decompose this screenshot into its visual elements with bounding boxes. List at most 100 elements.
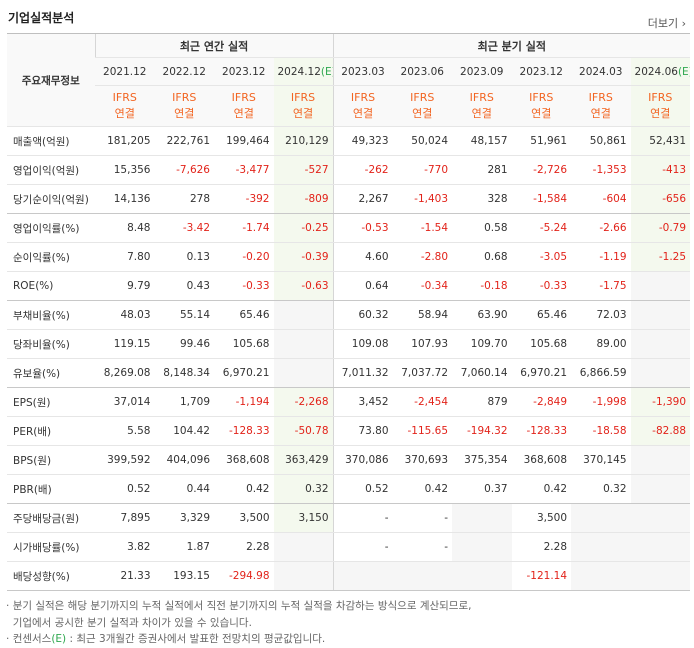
value-cell: 37,014 [95,387,155,417]
value-cell: -1,584 [511,184,572,214]
data-row: ROE(%) 9.79 0.43 -0.33 -0.63 0.64 -0.34 -0.18 -0… [7,271,691,301]
value-cell: 404,096 [154,445,214,475]
value-cell: 0.32 [273,474,334,504]
value-cell: 6,866.59 [571,358,631,388]
value-cell: 104.42 [154,416,214,446]
standard-header: IFRS 연결 [630,85,691,127]
standard-scope: 연결 [352,107,374,120]
value-cell: 50,861 [571,126,631,156]
standard-basis: IFRS [231,91,256,104]
value-cell: -3,477 [214,155,274,185]
data-row: BPS(원) 399,592 404,096 368,608 363,429 370,08… [7,445,691,475]
value-cell: 328 [452,184,512,214]
value-cell: -7,626 [154,155,214,185]
table-body: 매출액(억원) 181,205 222,761 199,464 210,129 49,32… [7,126,691,591]
value-cell: 8.48 [95,213,155,243]
period-date: 2024.12 [277,65,321,78]
value-cell: -3.05 [511,242,572,272]
more-text[interactable]: 더보기 [647,17,679,30]
standard-basis: IFRS [290,91,316,104]
group-header: 최근 분기 실적 [332,33,691,58]
value-cell: 0.68 [452,242,512,272]
row-label: 부채비율(%) [7,300,95,330]
standard-basis: IFRS [350,91,376,104]
row-label: BPS(원) [7,445,95,475]
more-link[interactable]: 더보기 › [647,17,686,30]
period-date: 2023.06 [400,65,444,78]
group-header: 최근 연간 실적 [94,33,334,58]
value-cell: -770 [392,155,453,185]
value-cell: -194.32 [452,416,512,446]
value-cell: -1.74 [214,213,274,243]
value-cell: -3.42 [154,213,214,243]
value-cell: 4.60 [332,242,393,272]
footnote-text: 분기 실적은 해당 분기까지의 누적 실적에서 직전 분기까지의 누적 실적을 … [12,600,472,612]
data-row: 매출액(억원) 181,205 222,761 199,464 210,129 49,32… [7,126,691,156]
footnote-text: : 최근 3개월간 증권사에서 발표한 전망치의 평균값입니다. [66,633,326,645]
empty-cell [273,300,334,330]
empty-cell [630,503,691,533]
standard-scope: 연결 [650,107,671,120]
value-cell: 0.43 [154,271,214,301]
period-date: 2023.09 [460,65,504,78]
value-cell: 8,148.34 [154,358,214,388]
value-cell: 50,024 [392,126,453,156]
value-cell: 199,464 [214,126,274,156]
value-cell: 65.46 [511,300,572,330]
empty-cell [273,329,334,359]
section-title: 기업실적분석 [8,11,75,25]
value-cell: -0.18 [452,271,512,301]
value-cell: 109.70 [452,329,512,359]
value-cell: 107.93 [392,329,453,359]
value-cell: - [392,532,453,562]
value-cell: -604 [571,184,631,214]
period-date: 2021.12 [103,65,147,78]
period-date: 2024.03 [579,65,623,78]
row-label: ROE(%) [7,271,95,301]
empty-cell [392,561,453,591]
standard-scope: 연결 [233,107,254,120]
value-cell: 63.90 [452,300,512,330]
value-cell: 210,129 [273,126,334,156]
value-cell: 58.94 [392,300,453,330]
period-date: 2023.12 [222,65,266,78]
empty-cell [273,358,334,388]
period-header: 2023.12 [511,57,572,86]
standard-scope: 연결 [471,107,492,120]
value-cell: -18.58 [571,416,631,446]
period-header: 2022.12 [154,57,214,86]
value-cell: -1.54 [392,213,453,243]
standard-basis: IFRS [529,91,554,104]
row-label: 영업이익률(%) [7,213,95,243]
data-row: 시가배당률(%) 3.82 1.87 2.28- -2.28 [7,532,691,562]
estimate-mark: (E) [677,65,690,78]
empty-cell [630,329,691,359]
value-cell: -2.80 [392,242,453,272]
estimate-mark: (E) [320,65,333,78]
row-label: 시가배당률(%) [7,532,95,562]
value-cell: 278 [154,184,214,214]
value-cell: -0.53 [332,213,393,243]
standard-header: IFRS 연결 [511,85,572,127]
value-cell: 105.68 [214,329,274,359]
value-cell: -1.75 [571,271,631,301]
standard-header: IFRS 연결 [154,85,214,127]
value-cell: -0.25 [273,213,334,243]
value-cell: 14,136 [95,184,155,214]
standard-scope: 연결 [114,107,135,120]
data-row: PBR(배) 0.52 0.44 0.42 0.32 0.52 0.42 0.37 0.42 0.… [7,474,691,504]
value-cell: -5.24 [511,213,572,243]
value-cell: 0.44 [154,474,214,504]
standard-header: IFRS 연결 [214,85,274,127]
period-header: 2024.03 [571,57,631,86]
period-header: 2024.06(E) [630,57,691,86]
value-cell: 72.03 [571,300,631,330]
row-label: 순이익률(%) [7,242,95,272]
estimate-mark: (E) [51,633,67,645]
empty-cell [630,300,691,330]
value-cell: 0.52 [332,474,393,504]
standard-header: IFRS 연결 [332,85,393,127]
value-cell: -392 [214,184,274,214]
value-cell: 2,267 [332,184,393,214]
value-cell: 0.42 [392,474,453,504]
